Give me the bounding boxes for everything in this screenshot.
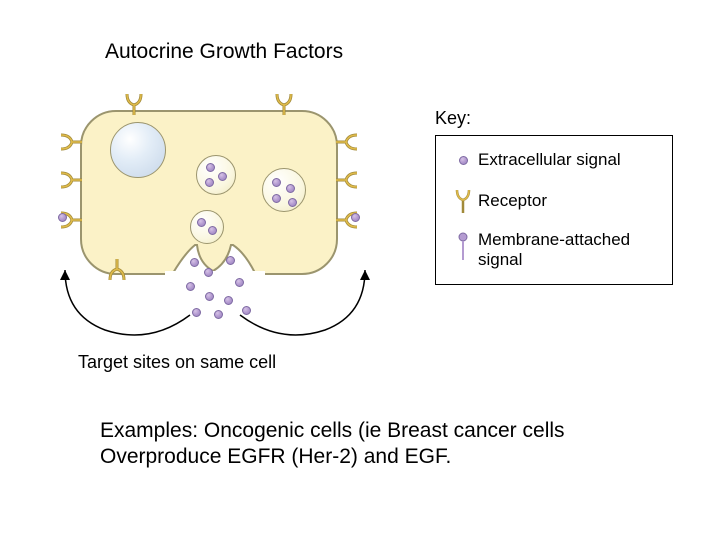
autocrine-arrow-left bbox=[50, 250, 200, 350]
vesicle bbox=[262, 168, 306, 212]
ligand-dot bbox=[206, 163, 215, 172]
nucleus bbox=[110, 122, 166, 178]
examples-text: Examples: Oncogenic cells (ie Breast can… bbox=[100, 418, 565, 471]
ligand-dot bbox=[205, 292, 214, 301]
membrane-signal-icon bbox=[448, 230, 478, 262]
receptor-icon bbox=[335, 171, 359, 189]
receptor-icon bbox=[125, 92, 143, 116]
receptor-icon bbox=[59, 171, 83, 189]
ligand-dot bbox=[218, 172, 227, 181]
key-membrane-label: Membrane-attached signal bbox=[478, 230, 663, 271]
key-receptor-label: Receptor bbox=[478, 191, 547, 211]
ligand-dot bbox=[288, 198, 297, 207]
page-title: Autocrine Growth Factors bbox=[105, 40, 343, 64]
ligand-dot bbox=[208, 226, 217, 235]
extracellular-signal-icon bbox=[448, 156, 478, 165]
ligand-dot bbox=[58, 213, 67, 222]
vesicle bbox=[190, 210, 224, 244]
ligand-dot bbox=[197, 218, 206, 227]
examples-line: Overproduce EGFR (Her-2) and EGF. bbox=[100, 444, 565, 470]
ligand-dot bbox=[204, 268, 213, 277]
ligand-dot bbox=[272, 178, 281, 187]
key-extracellular-label: Extracellular signal bbox=[478, 150, 621, 170]
ligand-dot bbox=[214, 310, 223, 319]
receptor-icon bbox=[448, 188, 478, 214]
autocrine-arrow-right bbox=[230, 250, 380, 350]
vesicle bbox=[196, 155, 236, 195]
ligand-dot bbox=[205, 178, 214, 187]
examples-line: Examples: Oncogenic cells (ie Breast can… bbox=[100, 418, 565, 444]
receptor-icon bbox=[335, 133, 359, 151]
key-heading: Key: bbox=[435, 108, 471, 129]
key-box: Extracellular signal Receptor Membrane-a… bbox=[435, 135, 673, 285]
ligand-dot bbox=[351, 213, 360, 222]
ligand-dot bbox=[286, 184, 295, 193]
diagram-caption: Target sites on same cell bbox=[78, 352, 276, 373]
receptor-icon bbox=[275, 92, 293, 116]
ligand-dot bbox=[272, 194, 281, 203]
receptor-icon bbox=[59, 133, 83, 151]
